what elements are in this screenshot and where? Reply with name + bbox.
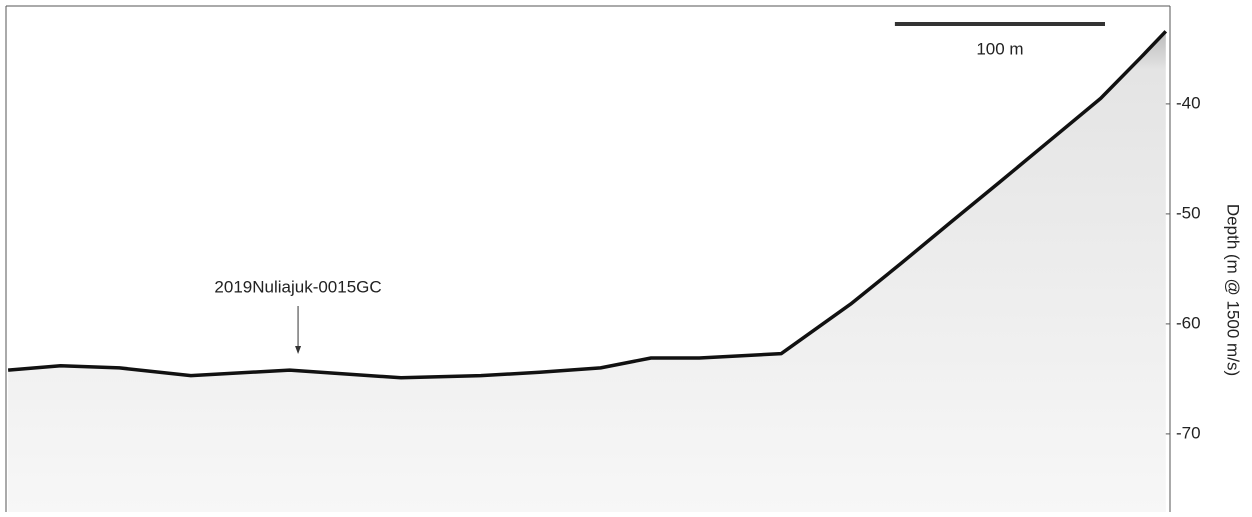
y-tick-label: -40 [1176, 93, 1201, 112]
y-tick-label: -60 [1176, 313, 1201, 332]
axis-label: Depth (m @ 1500 m/s) [1224, 204, 1243, 376]
chart: Depth (m @ 1500 m/s) -40 -50 -60 -70 100 m 20… [0, 0, 1252, 517]
scale-bar-label: 100 m [976, 39, 1023, 58]
annotation: 2019Nuliajuk-0015GC [214, 277, 381, 296]
sediment-area [8, 31, 1166, 512]
y-tick-label: -50 [1176, 203, 1201, 222]
y-tick-label: -70 [1176, 423, 1201, 442]
annotation-arrowhead [295, 346, 301, 354]
page: {"chart_data": { "type": "line", "y_labe… [0, 0, 1252, 517]
